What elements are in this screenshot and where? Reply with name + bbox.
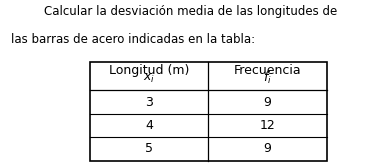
Text: 4: 4 bbox=[145, 119, 153, 132]
Text: 9: 9 bbox=[264, 143, 271, 155]
Bar bbox=[90, 62, 327, 161]
Text: $f_i$: $f_i$ bbox=[263, 70, 272, 86]
Text: 3: 3 bbox=[145, 96, 153, 109]
Text: 12: 12 bbox=[259, 119, 275, 132]
Text: 5: 5 bbox=[145, 143, 153, 155]
Text: Longitud (m): Longitud (m) bbox=[109, 64, 189, 77]
Text: 9: 9 bbox=[264, 96, 271, 109]
Text: Calcular la desviación media de las longitudes de: Calcular la desviación media de las long… bbox=[44, 5, 338, 18]
Text: $x_i$: $x_i$ bbox=[143, 72, 155, 85]
Text: Frecuencia: Frecuencia bbox=[233, 64, 301, 77]
Text: las barras de acero indicadas en la tabla:: las barras de acero indicadas en la tabl… bbox=[11, 33, 256, 46]
